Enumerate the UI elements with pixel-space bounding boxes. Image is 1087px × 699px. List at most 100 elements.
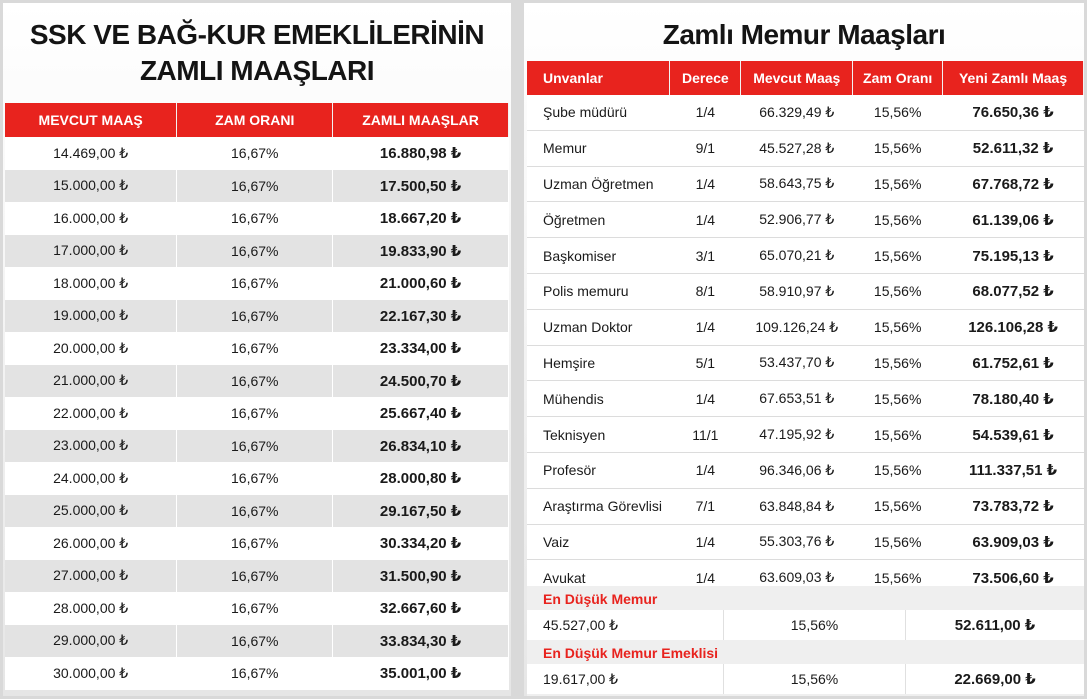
raised-salary-cell: 16.880,98 ₺ [332,137,509,170]
grade-cell: 5/1 [669,345,742,382]
table-row: Uzman Öğretmen 1/4 58.643,75 ₺ 15,56% 67.768… [527,166,1084,203]
raise-rate-cell: 16,67% [176,364,334,397]
table-row: Uzman Doktor 1/4 109.126,24 ₺ 15,56% 126.106… [527,309,1084,346]
raised-salary-cell: 17.500,50 ₺ [332,169,509,202]
table-header-row: MEVCUT MAAŞ ZAM ORANI ZAMLI MAAŞLAR [5,103,509,137]
raised-salary-cell: 25.667,40 ₺ [332,397,509,430]
table-row: Öğretmen 1/4 52.906,77 ₺ 15,56% 61.139,06 ₺ [527,201,1084,239]
grade-cell: 9/1 [669,130,742,167]
raise-rate-cell: 15,56% [852,273,944,310]
title-cell: Şube müdürü [527,95,671,131]
raise-rate-cell: 15,56% [852,416,944,453]
raised-salary-cell: 19.833,90 ₺ [332,234,509,267]
raised-salary-cell: 31.500,90 ₺ [332,559,509,592]
lowest-memur-new: 52.611,00 ₺ [954,617,1036,634]
table-row: Teknisyen 11/1 47.195,92 ₺ 15,56% 54.539,61 … [527,416,1084,453]
raise-rate-cell: 16,67% [176,527,334,560]
lowest-retired-rate: 15,56% [723,664,906,694]
current-salary-cell: 14.469,00 ₺ [5,137,178,170]
lowest-memur-label: En Düşük Memur [543,591,658,607]
current-salary-cell: 28.000,00 ₺ [5,592,178,625]
raise-rate-cell: 15,56% [852,95,944,131]
header-raise-rate: ZAM ORANI [176,103,334,137]
table-row: 16.000,00 ₺ 16,67% 18.667,20 ₺ [5,202,509,235]
title-cell: Profesör [527,452,671,489]
current-salary-cell: 29.000,00 ₺ [5,624,178,657]
table-row: 17.000,00 ₺ 16,67% 19.833,90 ₺ [5,234,509,267]
raise-rate-cell: 16,67% [176,429,334,462]
grade-cell: 1/4 [669,452,742,489]
title-cell: Başkomiser [527,237,671,274]
raise-rate-cell: 16,67% [176,624,334,657]
title-cell: Uzman Öğretmen [527,166,671,203]
raise-rate-cell: 16,67% [176,559,334,592]
table-row: Araştırma Görevlisi 7/1 63.848,84 ₺ 15,56% 7… [527,488,1084,525]
current-salary-cell: 109.126,24 ₺ [740,309,854,346]
header-title: Unvanlar [527,61,671,95]
table-row: Profesör 1/4 96.346,06 ₺ 15,56% 111.337,51 ₺ [527,452,1084,489]
current-salary-cell: 52.906,77 ₺ [740,201,854,239]
raise-rate-cell: 15,56% [852,309,944,346]
lowest-memur-rate: 15,56% [723,610,906,640]
ssk-bagkur-panel: SSK VE BAĞ-KUR EMEKLİLERİNİN ZAMLI MAAŞL… [3,3,511,696]
raise-rate-cell: 15,56% [852,166,944,203]
raised-salary-cell: 21.000,60 ₺ [332,267,509,300]
table-row: Mühendis 1/4 67.653,51 ₺ 15,56% 78.180,40 ₺ [527,380,1084,418]
raise-rate-cell: 15,56% [852,488,944,525]
current-salary-cell: 15.000,00 ₺ [5,169,178,202]
raised-salary-cell: 22.167,30 ₺ [332,299,509,332]
current-salary-cell: 45.527,28 ₺ [740,130,854,167]
lowest-memur-row: 45.527,00 ₺ 15,56% 52.611,00 ₺ [527,610,1084,640]
new-salary-cell: 67.768,72 ₺ [942,166,1084,203]
raised-salary-cell: 30.334,20 ₺ [332,527,509,560]
current-salary-cell: 24.000,00 ₺ [5,462,178,495]
raised-salary-cell: 23.334,00 ₺ [332,332,509,365]
title-cell: Uzman Doktor [527,309,671,346]
raise-rate-cell: 15,56% [852,130,944,167]
current-salary-cell: 17.000,00 ₺ [5,234,178,267]
current-salary-cell: 23.000,00 ₺ [5,429,178,462]
lowest-memur-current: 45.527,00 ₺ [543,616,619,633]
new-salary-cell: 54.539,61 ₺ [942,416,1084,453]
current-salary-cell: 16.000,00 ₺ [5,202,178,235]
new-salary-cell: 61.139,06 ₺ [942,201,1084,239]
raise-rate-cell: 16,67% [176,137,334,170]
raise-rate-cell: 16,67% [176,202,334,235]
raised-salary-cell: 26.834,10 ₺ [332,429,509,462]
current-salary-cell: 67.653,51 ₺ [740,380,854,418]
raise-rate-cell: 16,67% [176,234,334,267]
table-row: Memur 9/1 45.527,28 ₺ 15,56% 52.611,32 ₺ [527,130,1084,167]
header-current-salary: Mevcut Maaş [740,61,854,95]
current-salary-cell: 25.000,00 ₺ [5,494,178,527]
new-salary-cell: 126.106,28 ₺ [942,309,1084,346]
raise-rate-cell: 16,67% [176,657,334,690]
raise-rate-cell: 16,67% [176,494,334,527]
current-salary-cell: 26.000,00 ₺ [5,527,178,560]
ssk-salary-table: MEVCUT MAAŞ ZAM ORANI ZAMLI MAAŞLAR 14.4… [5,103,509,690]
grade-cell: 1/4 [669,380,742,418]
raise-rate-cell: 16,67% [176,169,334,202]
current-salary-cell: 53.437,70 ₺ [740,345,854,382]
title-cell: Hemşire [527,345,671,382]
memur-panel: Zamlı Memur Maaşları Unvanlar Derece Mev… [524,3,1084,696]
grade-cell: 7/1 [669,488,742,525]
title-cell: Mühendis [527,380,671,418]
table-row: 24.000,00 ₺ 16,67% 28.000,80 ₺ [5,462,509,495]
table-row: 29.000,00 ₺ 16,67% 33.834,30 ₺ [5,624,509,657]
title-cell: Öğretmen [527,201,671,239]
current-salary-cell: 27.000,00 ₺ [5,559,178,592]
table-row: 26.000,00 ₺ 16,67% 30.334,20 ₺ [5,527,509,560]
table-row: 23.000,00 ₺ 16,67% 26.834,10 ₺ [5,429,509,462]
current-salary-cell: 47.195,92 ₺ [740,416,854,453]
raise-rate-cell: 15,56% [852,380,944,418]
lowest-retired-new: 22.669,00 ₺ [954,671,1036,688]
raise-rate-cell: 15,56% [852,452,944,489]
raise-rate-cell: 15,56% [852,345,944,382]
title-cell: Polis memuru [527,273,671,310]
memur-salary-table: Unvanlar Derece Mevcut Maaş Zam Oranı Ye… [527,61,1084,597]
lowest-retired-label: En Düşük Memur Emeklisi [543,645,719,661]
new-salary-cell: 63.909,03 ₺ [942,524,1084,561]
header-grade: Derece [669,61,742,95]
ssk-title-line2: ZAMLI MAAŞLARI [139,55,375,86]
table-row: 21.000,00 ₺ 16,67% 24.500,70 ₺ [5,364,509,397]
